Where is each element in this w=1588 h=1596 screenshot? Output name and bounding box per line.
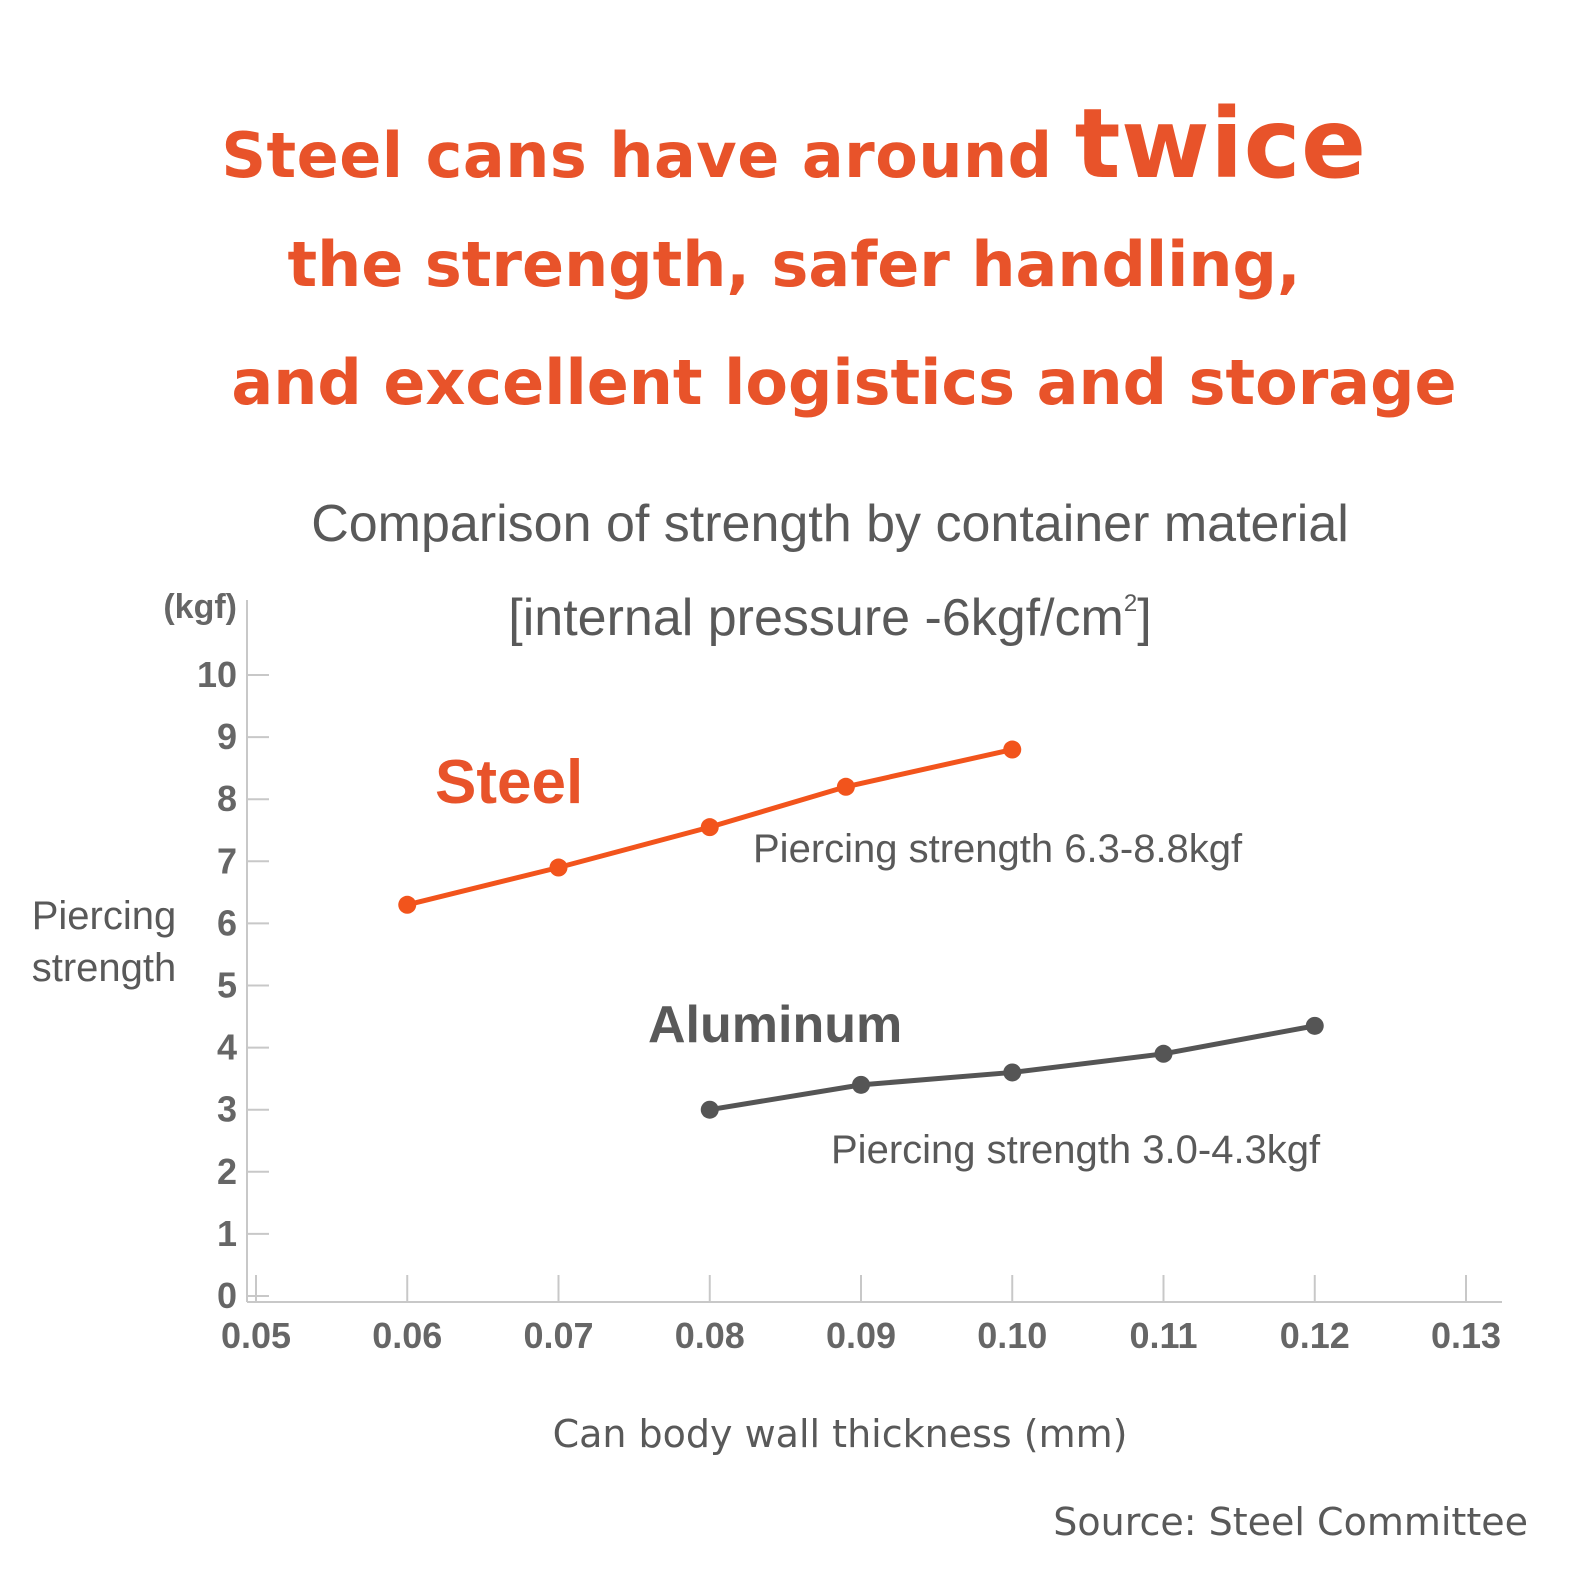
y-tick-label: 1 xyxy=(217,1213,237,1254)
y-tick-label: 4 xyxy=(217,1027,237,1068)
headline-emphasis: twice xyxy=(1074,88,1367,200)
x-tick-label: 0.10 xyxy=(977,1315,1047,1356)
chart-subtitle: [internal pressure -6kgf/cm2] xyxy=(380,588,1280,648)
series-annotation-steel: Piercing strength 6.3-8.8kgf xyxy=(753,827,1243,871)
x-axis-label: Can body wall thickness (mm) xyxy=(552,1412,1128,1456)
chart-title: Comparison of strength by container mate… xyxy=(311,495,1349,553)
y-tick-label: 8 xyxy=(217,778,237,819)
y-axis-label: Piercing strength xyxy=(0,890,208,994)
data-point-aluminum xyxy=(700,1100,719,1119)
y-tick-label: 0 xyxy=(217,1275,237,1316)
y-tick-label: 10 xyxy=(197,654,237,695)
data-point-steel xyxy=(1003,740,1022,759)
y-tick-label: 5 xyxy=(217,965,237,1006)
chart-subtitle-superscript: 2 xyxy=(1123,589,1138,617)
y-unit-label: (kgf) xyxy=(163,588,237,626)
chart-subtitle-end: ] xyxy=(1137,589,1152,647)
source-note: Source: Steel Committee xyxy=(1053,1500,1528,1544)
headline-line-1: Steel cans have around twice xyxy=(0,88,1588,200)
chart-subtitle-text: [internal pressure -6kgf/cm xyxy=(508,589,1124,647)
x-tick-label: 0.12 xyxy=(1280,1315,1350,1356)
x-tick-label: 0.07 xyxy=(523,1315,593,1356)
y-tick-label: 3 xyxy=(217,1089,237,1130)
series-annotation-aluminum: Piercing strength 3.0-4.3kgf xyxy=(831,1128,1321,1172)
x-tick-label: 0.09 xyxy=(826,1315,896,1356)
y-tick-label: 9 xyxy=(217,716,237,757)
data-point-aluminum xyxy=(1003,1063,1022,1082)
y-tick-label: 2 xyxy=(217,1151,237,1192)
headline-prefix: Steel cans have around xyxy=(221,119,1075,192)
y-axis-label-line-1: Piercing xyxy=(31,894,177,938)
data-point-steel xyxy=(398,895,417,914)
x-tick-label: 0.11 xyxy=(1129,1315,1197,1356)
series-label-steel: Steel xyxy=(435,748,583,817)
data-point-aluminum xyxy=(852,1075,870,1094)
data-point-aluminum xyxy=(1154,1044,1173,1063)
y-axis-label-line-2: strength xyxy=(31,946,177,990)
headline-line-3: and excellent logistics and storage xyxy=(231,346,1457,419)
data-point-steel xyxy=(549,858,568,877)
x-tick-label: 0.05 xyxy=(221,1315,291,1356)
chart-series xyxy=(398,740,1324,1119)
y-tick-label: 6 xyxy=(217,902,237,943)
chart-labels: Steel Piercing strength 6.3-8.8kgf Aluminu… xyxy=(435,748,1321,1172)
y-tick-label: 7 xyxy=(217,840,237,881)
data-point-steel xyxy=(836,777,855,796)
x-tick-label: 0.06 xyxy=(372,1315,442,1356)
chart-axes: (kgf) 0 1 2 3 4 5 6 7 8 9 10 0.05 0.06 0.07 0.08 0.09 0.1… xyxy=(163,588,1502,1356)
x-tick-label: 0.13 xyxy=(1431,1315,1501,1356)
data-point-steel xyxy=(700,818,719,837)
x-tick-label: 0.08 xyxy=(675,1315,745,1356)
data-point-aluminum xyxy=(1305,1016,1324,1035)
series-label-aluminum: Aluminum xyxy=(648,996,902,1054)
headline-line-2: the strength, safer handling, xyxy=(287,228,1301,301)
